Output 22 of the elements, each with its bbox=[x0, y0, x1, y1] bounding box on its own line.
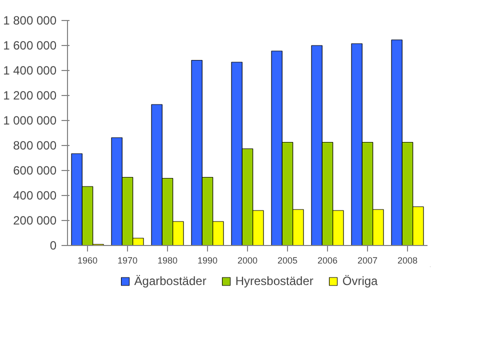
x-tick-label: 1980 bbox=[157, 256, 178, 266]
legend-label: Ägarbostäder bbox=[134, 274, 206, 288]
y-tick-label: 1 400 000 bbox=[3, 64, 57, 78]
y-tick-label: 600 000 bbox=[13, 164, 57, 178]
y-tick-label: 1 800 000 bbox=[3, 14, 57, 28]
x-tick-label: 1970 bbox=[117, 256, 138, 266]
y-tick-label: 0 bbox=[50, 238, 57, 252]
legend-label: Övriga bbox=[342, 274, 378, 288]
y-tick-label: 1 000 000 bbox=[3, 114, 57, 128]
y-tick-label: 1 600 000 bbox=[3, 38, 57, 52]
y-tick-label: 400 000 bbox=[13, 188, 57, 202]
x-tick-label: 2007 bbox=[357, 256, 378, 266]
x-tick-label: 1960 bbox=[77, 256, 98, 266]
y-tick-label: 200 000 bbox=[13, 214, 57, 228]
x-tick-label: 2005 bbox=[277, 256, 298, 266]
x-tick-label: 2008 bbox=[397, 256, 418, 266]
y-tick-label: 1 200 000 bbox=[3, 88, 57, 102]
x-tick-label: 2000 bbox=[237, 256, 258, 266]
x-tick-label: 1990 bbox=[197, 256, 218, 266]
y-tick-label: 800 000 bbox=[13, 138, 57, 152]
x-tick-label: 2006 bbox=[317, 256, 338, 266]
legend-label: Hyresbostäder bbox=[235, 274, 314, 288]
